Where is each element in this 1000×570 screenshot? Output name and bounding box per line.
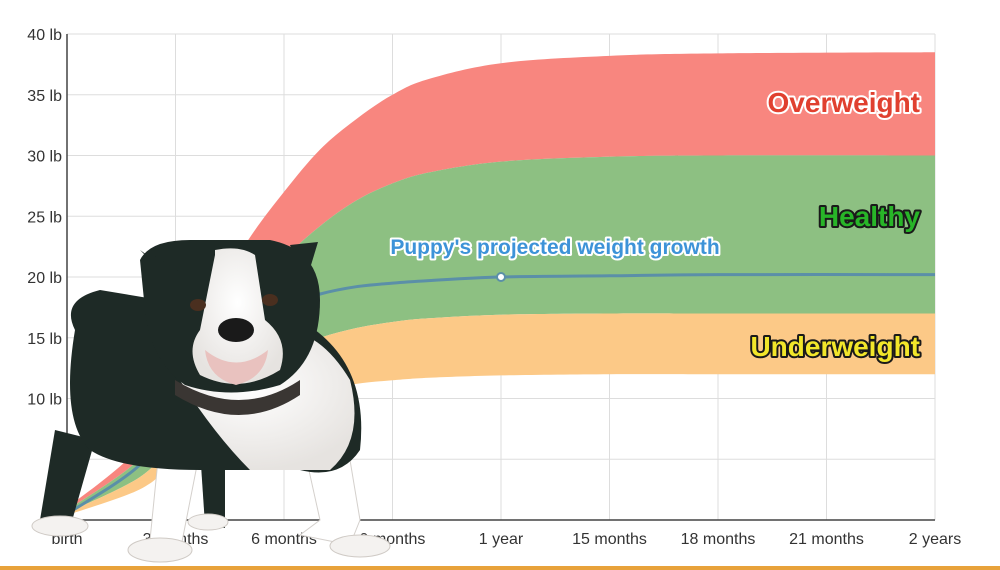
zone-labels: Overweight Healthy Underweight	[748, 85, 922, 364]
x-tick-label: 21 months	[789, 531, 864, 548]
dog-photo	[31, 240, 391, 563]
y-tick-label: 20 lb	[27, 270, 62, 287]
y-tick-label: 25 lb	[27, 209, 62, 226]
growth-series-label: Puppy's projected weight growth	[390, 236, 719, 259]
y-tick-label: 10 lb	[27, 392, 62, 409]
zone-label-healthy: Healthy	[819, 201, 921, 232]
y-tick-label: 30 lb	[27, 149, 62, 166]
y-tick-label: 35 lb	[27, 88, 62, 105]
zone-label-overweight: Overweight	[768, 87, 920, 118]
x-tick-label: 2 years	[909, 531, 961, 548]
x-tick-label: 1 year	[479, 531, 524, 548]
x-tick-label: 15 months	[572, 531, 647, 548]
zone-label-underweight: Underweight	[750, 331, 920, 362]
y-tick-label: 40 lb	[27, 27, 62, 44]
bottom-rule	[0, 566, 1000, 570]
x-tick-label: 18 months	[681, 531, 756, 548]
y-tick-label: 15 lb	[27, 331, 62, 348]
growth-marker	[496, 272, 506, 282]
band-healthy	[67, 155, 935, 513]
